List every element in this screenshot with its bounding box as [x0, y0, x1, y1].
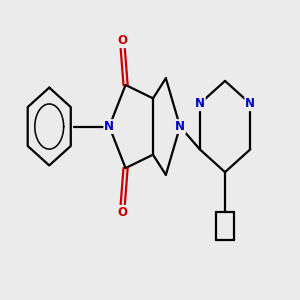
Text: O: O — [117, 34, 127, 47]
Text: N: N — [195, 97, 205, 110]
Text: N: N — [175, 120, 185, 133]
Text: O: O — [117, 206, 127, 219]
Text: N: N — [245, 97, 255, 110]
Text: N: N — [104, 120, 114, 133]
